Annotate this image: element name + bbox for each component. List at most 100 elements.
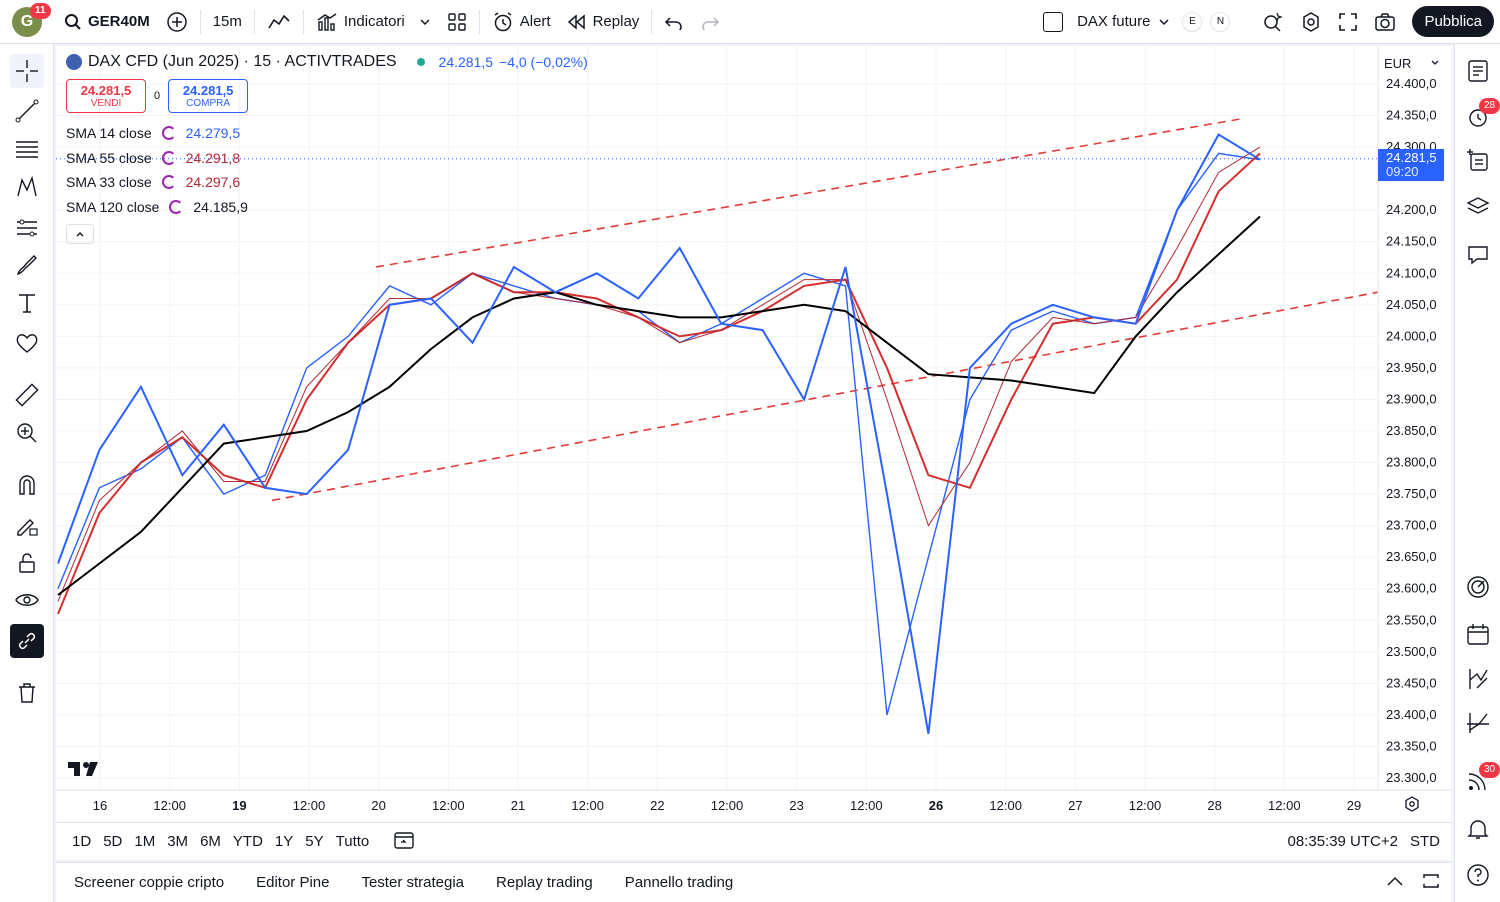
- measure-tool[interactable]: [10, 378, 44, 412]
- publish-button[interactable]: Pubblica: [1412, 6, 1494, 37]
- zoom-tool[interactable]: [10, 416, 44, 450]
- text-tool[interactable]: [10, 286, 44, 320]
- calendar-button[interactable]: [1463, 620, 1493, 650]
- alerts-button[interactable]: 28: [1463, 98, 1500, 132]
- magnet-tool[interactable]: [10, 468, 44, 502]
- channel-upper-line[interactable]: [375, 117, 1243, 268]
- quick-search-button[interactable]: [1254, 0, 1292, 44]
- chart-type-button[interactable]: [259, 0, 299, 44]
- range-5y[interactable]: 5Y: [305, 833, 324, 850]
- checkbox-icon[interactable]: [1043, 11, 1064, 32]
- session-n-label: N: [1210, 11, 1231, 32]
- watchlist-button[interactable]: [1463, 56, 1493, 86]
- buy-button[interactable]: 24.281,5 COMPRA: [168, 79, 249, 113]
- ideas-button[interactable]: [1463, 664, 1493, 694]
- session-e-button[interactable]: E: [1178, 0, 1206, 44]
- sync-drawings-tool[interactable]: [10, 624, 44, 658]
- notifications-button[interactable]: [1463, 814, 1493, 844]
- bottom-tab[interactable]: Editor Pine: [256, 874, 330, 891]
- pattern-tool[interactable]: [10, 170, 44, 204]
- icon-tool[interactable]: [10, 326, 44, 360]
- remove-drawings-tool[interactable]: [10, 676, 44, 710]
- indicator-name: SMA 55 close: [66, 149, 152, 166]
- currency-selector[interactable]: EUR: [1380, 52, 1444, 74]
- clock[interactable]: 08:35:39 UTC+2: [1287, 833, 1399, 850]
- compare-toggle[interactable]: DAX future: [1035, 0, 1178, 44]
- hide-tool[interactable]: [10, 584, 44, 618]
- series-line-sma-2[interactable]: [57, 146, 1261, 602]
- range-6m[interactable]: 6M: [200, 833, 221, 850]
- brush-tool[interactable]: [10, 248, 44, 282]
- time-tick-label: 22: [650, 798, 664, 813]
- bottom-tab[interactable]: Replay trading: [496, 874, 593, 891]
- redo-button[interactable]: [692, 0, 728, 44]
- range-tutto[interactable]: Tutto: [335, 833, 370, 850]
- price-tick-label: 24.200,0: [1386, 202, 1437, 217]
- object-tree-button[interactable]: [1463, 146, 1493, 176]
- indicator-row[interactable]: SMA 55 close 24.291,8: [66, 146, 588, 171]
- lock-drawings-tool[interactable]: [10, 508, 44, 542]
- price-tick-label: 23.300,0: [1386, 770, 1437, 785]
- unlock-icon: [19, 553, 35, 573]
- current-price-tag: 24.281,5 09:20: [1378, 149, 1444, 181]
- collapse-legend-button[interactable]: [66, 224, 94, 244]
- collapse-panel-button[interactable]: [1386, 874, 1404, 891]
- price-tick-label: 23.550,0: [1386, 612, 1437, 627]
- session-label[interactable]: STD: [1410, 833, 1440, 850]
- notification-badge: 11: [30, 2, 51, 19]
- interval-button[interactable]: 15m: [212, 13, 242, 30]
- indicators-button[interactable]: Indicatori: [308, 0, 439, 44]
- snapshot-button[interactable]: [1366, 0, 1404, 44]
- layers-button[interactable]: [1463, 192, 1493, 222]
- maximize-panel-button[interactable]: [1422, 873, 1440, 893]
- fib-tool[interactable]: [10, 132, 44, 166]
- alert-button[interactable]: Alert: [484, 0, 559, 44]
- lock-tool[interactable]: [10, 546, 44, 580]
- undo-button[interactable]: [656, 0, 692, 44]
- layouts-button[interactable]: [439, 0, 475, 44]
- indicator-row[interactable]: SMA 33 close 24.297,6: [66, 170, 588, 195]
- session-n-button[interactable]: N: [1206, 0, 1234, 44]
- crosshair-icon: [16, 60, 38, 82]
- compare-add-button[interactable]: [158, 0, 196, 44]
- range-5d[interactable]: 5D: [103, 833, 123, 850]
- chart-pane[interactable]: 24.400,0 24.350,0 24.300,0 24.200,0 24.150,0…: [56, 46, 1452, 860]
- fullscreen-button[interactable]: [1330, 0, 1366, 44]
- symbol-search[interactable]: GER40M: [56, 0, 158, 44]
- rewind-icon: [567, 13, 585, 30]
- bottom-tab[interactable]: Tester strategia: [361, 874, 465, 891]
- replay-button[interactable]: Replay: [559, 0, 648, 44]
- sell-button[interactable]: 24.281,5 VENDI: [66, 79, 146, 113]
- settings-button[interactable]: [1292, 0, 1330, 44]
- symbol-title[interactable]: DAX CFD (Jun 2025) · 15 · ACTIVTRADES: [88, 53, 397, 70]
- horizontal-lines-icon: [16, 141, 38, 158]
- go-to-date-button[interactable]: [393, 829, 415, 855]
- options-button[interactable]: [1463, 708, 1493, 738]
- symbol-label: GER40M: [88, 13, 150, 30]
- indicator-row[interactable]: SMA 120 close 24.185,9: [66, 195, 588, 220]
- channel-lower-line[interactable]: [271, 291, 1379, 502]
- bottom-tab[interactable]: Pannello trading: [624, 874, 734, 891]
- indicator-row[interactable]: SMA 14 close 24.279,5: [66, 121, 588, 146]
- price-tick-label: 24.000,0: [1386, 328, 1437, 343]
- range-1m[interactable]: 1M: [134, 833, 156, 850]
- refresh-icon: [161, 150, 176, 165]
- series-line-sma-1[interactable]: [57, 152, 1261, 615]
- price-chart[interactable]: 24.400,024.350,024.300,024.200,024.150,0…: [56, 46, 1452, 822]
- series-line-sma-3[interactable]: [57, 215, 1261, 596]
- bottom-tab[interactable]: Screener coppie cripto: [74, 874, 225, 891]
- price-line[interactable]: [57, 133, 1261, 734]
- help-button[interactable]: [1463, 860, 1493, 890]
- screener-button[interactable]: [1463, 572, 1493, 602]
- live-streams-button[interactable]: 30: [1463, 762, 1500, 796]
- prediction-tool[interactable]: [10, 210, 44, 244]
- range-ytd[interactable]: YTD: [232, 833, 263, 850]
- user-avatar[interactable]: G 11: [12, 2, 51, 37]
- range-3m[interactable]: 3M: [167, 833, 189, 850]
- trend-line-tool[interactable]: [10, 94, 44, 128]
- range-1y[interactable]: 1Y: [274, 833, 294, 850]
- crosshair-tool[interactable]: [10, 54, 44, 88]
- axis-settings-button[interactable]: [1404, 796, 1420, 817]
- range-1d[interactable]: 1D: [72, 833, 92, 850]
- chat-button[interactable]: [1463, 240, 1493, 270]
